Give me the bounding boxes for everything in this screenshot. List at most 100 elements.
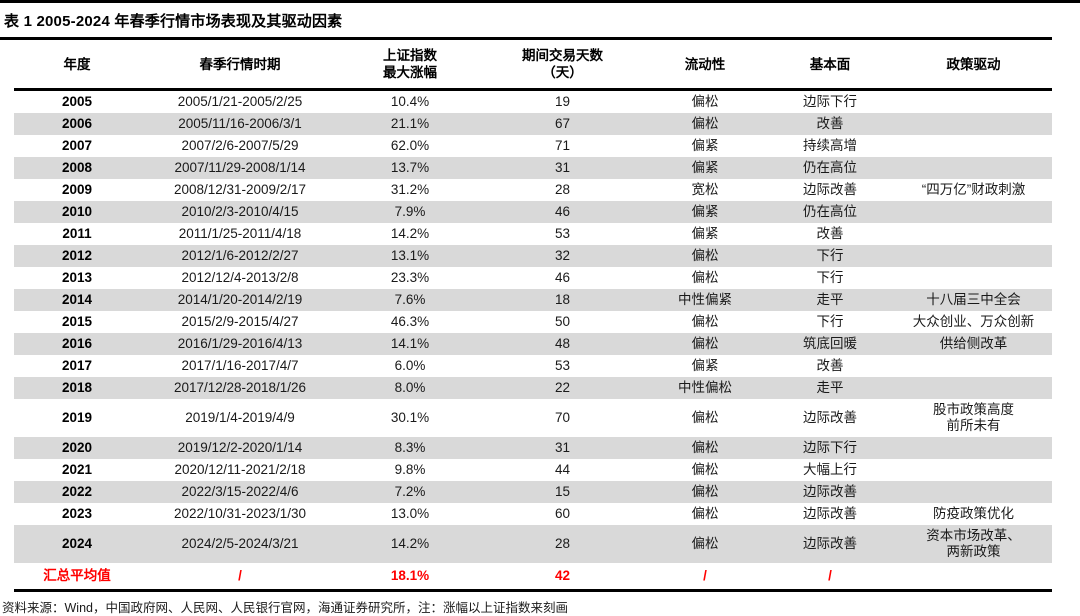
table-row: 2007 2007/2/6-2007/5/29 62.0% 71 偏紧 持续高增	[14, 135, 1052, 157]
cell-fundamentals: 下行	[816, 270, 844, 285]
cell-max-gain: 31.2%	[390, 182, 430, 197]
summary-trading-days: 42	[480, 563, 645, 592]
table-row: 2006 2005/11/16-2006/3/1 21.1% 67 偏松 改善	[14, 113, 1052, 135]
cell-year: 2019	[61, 410, 93, 425]
cell-trading-days: 19	[554, 94, 571, 109]
cell-policy	[895, 157, 1052, 179]
cell-liquidity: 偏松	[645, 333, 765, 355]
cell-fundamentals: 边际下行	[765, 437, 895, 459]
cell-period: 2012/1/6-2012/2/27	[140, 245, 340, 267]
cell-fundamentals: 边际下行	[803, 94, 857, 109]
cell-max-gain: 62.0%	[390, 138, 430, 153]
cell-year: 2015	[61, 314, 93, 329]
cell-period: 2014/1/20-2014/2/19	[140, 289, 340, 311]
cell-period: 2022/10/31-2023/1/30	[173, 506, 307, 521]
cell-fundamentals: 下行	[816, 314, 844, 329]
table-row: 2017 2017/1/16-2017/4/7 6.0% 53 偏紧 改善	[14, 355, 1052, 377]
header-year: 年度	[14, 40, 140, 91]
spring-market-table: 年度 春季行情时期 上证指数 最大涨幅 期间交易天数 （天） 流动性 基本面 政…	[14, 40, 1052, 592]
cell-fundamentals: 筑底回暖	[765, 333, 895, 355]
table-row: 2009 2008/12/31-2009/2/17 31.2% 28 宽松 边际…	[14, 179, 1052, 201]
cell-liquidity: 偏紧	[691, 358, 719, 373]
cell-max-gain: 13.7%	[340, 157, 480, 179]
cell-max-gain: 23.3%	[390, 270, 430, 285]
summary-liquidity: /	[645, 563, 765, 592]
cell-year: 2024	[14, 525, 140, 563]
cell-liquidity: 偏松	[691, 270, 719, 285]
cell-year: 2010	[14, 201, 140, 223]
cell-policy: 供给侧改革	[895, 333, 1052, 355]
cell-max-gain: 14.2%	[340, 525, 480, 563]
cell-max-gain: 10.4%	[390, 94, 430, 109]
cell-period: 2011/1/25-2011/4/18	[178, 226, 302, 241]
cell-period: 2015/2/9-2015/4/27	[181, 314, 299, 329]
cell-trading-days: 31	[480, 437, 645, 459]
cell-year: 2008	[14, 157, 140, 179]
cell-policy: 大众创业、万众创新	[912, 314, 1035, 329]
cell-trading-days: 31	[480, 157, 645, 179]
cell-fundamentals: 仍在高位	[765, 201, 895, 223]
cell-fundamentals: 改善	[816, 226, 844, 241]
cell-fundamentals: 仍在高位	[765, 157, 895, 179]
summary-max-gain: 18.1%	[340, 563, 480, 592]
cell-period: 2007/11/29-2008/1/14	[140, 157, 340, 179]
cell-period: 2012/12/4-2013/2/8	[181, 270, 299, 285]
header-fundamentals: 基本面	[765, 40, 895, 91]
table-row: 2013 2012/12/4-2013/2/8 23.3% 46 偏松 下行	[14, 267, 1052, 289]
cell-period: 2005/1/21-2005/2/25	[177, 94, 303, 109]
table-row: 2023 2022/10/31-2023/1/30 13.0% 60 偏松 边际…	[14, 503, 1052, 525]
cell-liquidity: 偏松	[645, 525, 765, 563]
cell-year: 2023	[61, 506, 93, 521]
cell-trading-days: 28	[554, 182, 571, 197]
cell-fundamentals: 走平	[765, 289, 895, 311]
cell-trading-days: 22	[480, 377, 645, 399]
table-row: 2022 2022/3/15-2022/4/6 7.2% 15 偏松 边际改善	[14, 481, 1052, 503]
cell-trading-days: 18	[480, 289, 645, 311]
cell-max-gain: 13.0%	[390, 506, 430, 521]
cell-max-gain: 13.1%	[340, 245, 480, 267]
cell-fundamentals: 边际改善	[765, 481, 895, 503]
cell-max-gain: 46.3%	[390, 314, 430, 329]
cell-max-gain: 14.1%	[340, 333, 480, 355]
cell-liquidity: 偏松	[691, 506, 719, 521]
cell-policy: “四万亿”财政刺激	[921, 182, 1026, 197]
cell-max-gain: 7.6%	[340, 289, 480, 311]
cell-trading-days: 60	[554, 506, 571, 521]
table-row: 2012 2012/1/6-2012/2/27 13.1% 32 偏松 下行	[14, 245, 1052, 267]
cell-max-gain: 8.3%	[340, 437, 480, 459]
cell-year: 2005	[61, 94, 93, 109]
table-row: 2011 2011/1/25-2011/4/18 14.2% 53 偏紧 改善	[14, 223, 1052, 245]
cell-policy	[895, 201, 1052, 223]
cell-max-gain: 6.0%	[394, 358, 426, 373]
table-row: 2024 2024/2/5-2024/3/21 14.2% 28 偏松 边际改善…	[14, 525, 1052, 563]
cell-period: 2008/12/31-2009/2/17	[173, 182, 307, 197]
cell-trading-days: 70	[554, 410, 571, 425]
cell-liquidity: 偏松	[645, 437, 765, 459]
cell-period: 2016/1/29-2016/4/13	[140, 333, 340, 355]
cell-policy	[895, 481, 1052, 503]
table-title: 表 1 2005-2024 年春季行情市场表现及其驱动因素	[4, 13, 343, 30]
cell-year: 2009	[61, 182, 93, 197]
cell-policy	[895, 245, 1052, 267]
table-row: 2008 2007/11/29-2008/1/14 13.7% 31 偏紧 仍在…	[14, 157, 1052, 179]
cell-policy	[895, 355, 1052, 377]
table-row: 2016 2016/1/29-2016/4/13 14.1% 48 偏松 筑底回…	[14, 333, 1052, 355]
cell-liquidity: 偏松	[645, 113, 765, 135]
cell-liquidity: 偏松	[691, 410, 719, 425]
cell-fundamentals: 边际改善	[803, 506, 857, 521]
source-note: 资料来源：Wind，中国政府网、人民网、人民银行官网，海通证券研究所，注：涨幅以…	[2, 601, 568, 615]
cell-year: 2021	[61, 462, 93, 477]
cell-liquidity: 偏松	[645, 481, 765, 503]
cell-liquidity: 偏松	[691, 94, 719, 109]
cell-year: 2018	[14, 377, 140, 399]
cell-fundamentals: 改善	[765, 113, 895, 135]
cell-max-gain: 30.1%	[390, 410, 430, 425]
top-rule	[0, 0, 1080, 3]
cell-liquidity: 偏紧	[691, 138, 719, 153]
cell-policy	[895, 113, 1052, 135]
cell-policy: 十八届三中全会	[895, 289, 1052, 311]
table-header: 年度 春季行情时期 上证指数 最大涨幅 期间交易天数 （天） 流动性 基本面 政…	[14, 40, 1052, 91]
cell-max-gain: 21.1%	[340, 113, 480, 135]
header-liquidity: 流动性	[645, 40, 765, 91]
